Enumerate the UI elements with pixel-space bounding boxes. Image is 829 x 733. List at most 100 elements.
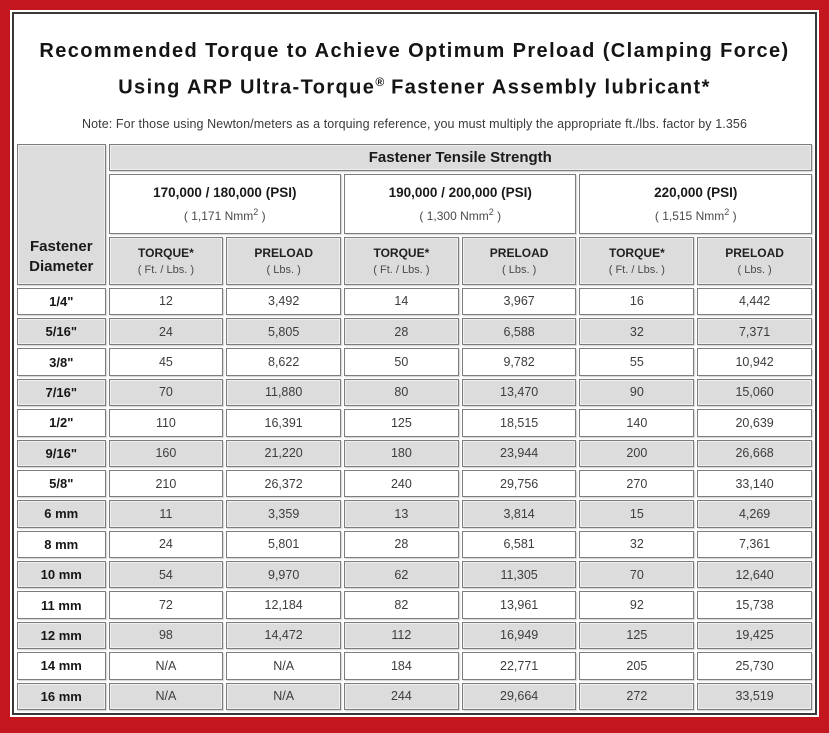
- preload-value-cell: 12,184: [226, 591, 342, 619]
- torque-preload-header-row: TORQUE* ( Ft. / Lbs. ) PRELOAD ( Lbs. ) …: [17, 236, 812, 285]
- table-row: 16 mm N/A N/A 244 29,664 272 33,519: [17, 682, 812, 710]
- nmm-label-1: ( 1,171 Nmm2 ): [183, 206, 266, 223]
- torque-value-cell: 110: [108, 409, 224, 437]
- table-row: 11 mm 72 12,184 82 13,961 92 15,738: [17, 591, 812, 619]
- preload-value-cell: 3,492: [226, 287, 342, 316]
- nmm-label-2: ( 1,300 Nmm2 ): [419, 206, 502, 223]
- torque-value-cell: 54: [108, 561, 224, 589]
- torque-table-container: Fastener Diameter Fastener Tensile Stren…: [14, 141, 815, 713]
- torque-value-cell: 32: [579, 318, 695, 346]
- document-page: Recommended Torque to Achieve Optimum Pr…: [12, 12, 817, 715]
- corner-header-fastener-diameter: Fastener Diameter: [17, 143, 106, 285]
- page-title-line2-prefix: Using ARP Ultra-Torque: [118, 76, 376, 99]
- torque-value-cell: 15: [579, 500, 695, 528]
- preload-value-cell: 26,372: [226, 469, 342, 498]
- preload-header-1: PRELOAD ( Lbs. ): [226, 236, 342, 285]
- torque-value-cell: 13: [344, 500, 459, 528]
- preload-value-cell: 29,664: [461, 682, 577, 710]
- preload-value-cell: 21,220: [226, 439, 342, 467]
- table-row: 1/2" 110 16,391 125 18,515 140 20,639: [17, 409, 812, 437]
- torque-value-cell: 160: [108, 439, 224, 467]
- torque-value-cell: 11: [108, 500, 224, 528]
- diameter-cell: 9/16": [17, 439, 106, 467]
- table-row: 5/16" 24 5,805 28 6,588 32 7,371: [17, 318, 812, 346]
- preload-value-cell: 15,738: [697, 591, 812, 619]
- psi-label-1: 170,000 / 180,000 (PSI): [153, 184, 297, 200]
- tensile-strength-header-row: Fastener Diameter Fastener Tensile Stren…: [17, 143, 812, 285]
- corner-label-line1: Fastener: [30, 237, 93, 255]
- diameter-cell: 14 mm: [17, 652, 106, 680]
- torque-value-cell: 32: [579, 530, 695, 559]
- torque-value-cell: 240: [344, 469, 459, 498]
- table-row: 14 mm N/A N/A 184 22,771 205 25,730: [17, 652, 812, 680]
- preload-value-cell: 25,730: [697, 652, 812, 680]
- preload-value-cell: 5,801: [226, 530, 342, 559]
- preload-value-cell: 16,949: [461, 621, 577, 650]
- torque-value-cell: 14: [344, 287, 459, 316]
- preload-value-cell: 12,640: [697, 561, 812, 589]
- preload-value-cell: 20,639: [697, 409, 812, 437]
- psi-label-3: 220,000 (PSI): [654, 184, 738, 200]
- torque-value-cell: 200: [579, 439, 695, 467]
- torque-value-cell: N/A: [108, 652, 224, 680]
- torque-value-cell: N/A: [108, 682, 224, 710]
- diameter-cell: 10 mm: [17, 561, 106, 589]
- torque-value-cell: 244: [344, 682, 459, 710]
- torque-value-cell: 28: [344, 318, 459, 346]
- corner-label-line2: Diameter: [29, 257, 94, 275]
- strength-group-header-2: 190,000 / 200,000 (PSI) ( 1,300 Nmm2 ): [344, 173, 577, 234]
- preload-value-cell: 15,060: [697, 378, 812, 407]
- diameter-cell: 6 mm: [17, 500, 106, 528]
- preload-value-cell: 26,668: [697, 439, 812, 467]
- torque-value-cell: 16: [579, 287, 695, 316]
- strength-group-header-3: 220,000 (PSI) ( 1,515 Nmm2 ): [579, 173, 812, 234]
- torque-value-cell: 184: [344, 652, 459, 680]
- table-row: 12 mm 98 14,472 112 16,949 125 19,425: [17, 621, 812, 650]
- torque-value-cell: 125: [579, 621, 695, 650]
- torque-value-cell: 210: [108, 469, 224, 498]
- torque-value-cell: 50: [344, 348, 459, 376]
- torque-value-cell: 45: [108, 348, 224, 376]
- preload-value-cell: 3,967: [461, 287, 577, 316]
- diameter-cell: 12 mm: [17, 621, 106, 650]
- preload-value-cell: 5,805: [226, 318, 342, 346]
- torque-header-3: TORQUE* ( Ft. / Lbs. ): [579, 236, 695, 285]
- preload-value-cell: 33,519: [697, 682, 812, 710]
- diameter-cell: 8 mm: [17, 530, 106, 559]
- table-row: 1/4" 12 3,492 14 3,967 16 4,442: [17, 287, 812, 316]
- torque-value-cell: 92: [579, 591, 695, 619]
- preload-value-cell: 8,622: [226, 348, 342, 376]
- nmm-label-3: ( 1,515 Nmm2 ): [654, 206, 737, 223]
- preload-value-cell: 14,472: [226, 621, 342, 650]
- preload-value-cell: 23,944: [461, 439, 577, 467]
- preload-value-cell: 3,814: [461, 500, 577, 528]
- diameter-cell: 3/8": [17, 348, 106, 376]
- torque-value-cell: 55: [579, 348, 695, 376]
- table-row: 5/8" 210 26,372 240 29,756 270 33,140: [17, 469, 812, 498]
- preload-value-cell: 6,588: [461, 318, 577, 346]
- strength-group-header-1: 170,000 / 180,000 (PSI) ( 1,171 Nmm2 ): [108, 173, 342, 234]
- diameter-cell: 5/16": [17, 318, 106, 346]
- page-title-line1: Recommended Torque to Achieve Optimum Pr…: [39, 40, 790, 62]
- torque-value-cell: 72: [108, 591, 224, 619]
- preload-value-cell: 22,771: [461, 652, 577, 680]
- preload-value-cell: 13,961: [461, 591, 577, 619]
- torque-value-cell: 12: [108, 287, 224, 316]
- preload-value-cell: 3,359: [226, 500, 342, 528]
- preload-value-cell: 9,970: [226, 561, 342, 589]
- torque-value-cell: 24: [108, 530, 224, 559]
- preload-value-cell: 13,470: [461, 378, 577, 407]
- preload-value-cell: 18,515: [461, 409, 577, 437]
- psi-group-header-row: 170,000 / 180,000 (PSI) ( 1,171 Nmm2 ) 1…: [17, 173, 812, 234]
- diameter-cell: 16 mm: [17, 682, 106, 710]
- preload-value-cell: 11,305: [461, 561, 577, 589]
- torque-value-cell: 140: [579, 409, 695, 437]
- page-title-line2: Using ARP Ultra-Torque® Fastener Assembl…: [24, 67, 805, 104]
- preload-value-cell: N/A: [226, 682, 342, 710]
- preload-value-cell: 4,442: [697, 287, 812, 316]
- table-row: 9/16" 160 21,220 180 23,944 200 26,668: [17, 439, 812, 467]
- preload-value-cell: 7,371: [697, 318, 812, 346]
- preload-value-cell: N/A: [226, 652, 342, 680]
- preload-value-cell: 6,581: [461, 530, 577, 559]
